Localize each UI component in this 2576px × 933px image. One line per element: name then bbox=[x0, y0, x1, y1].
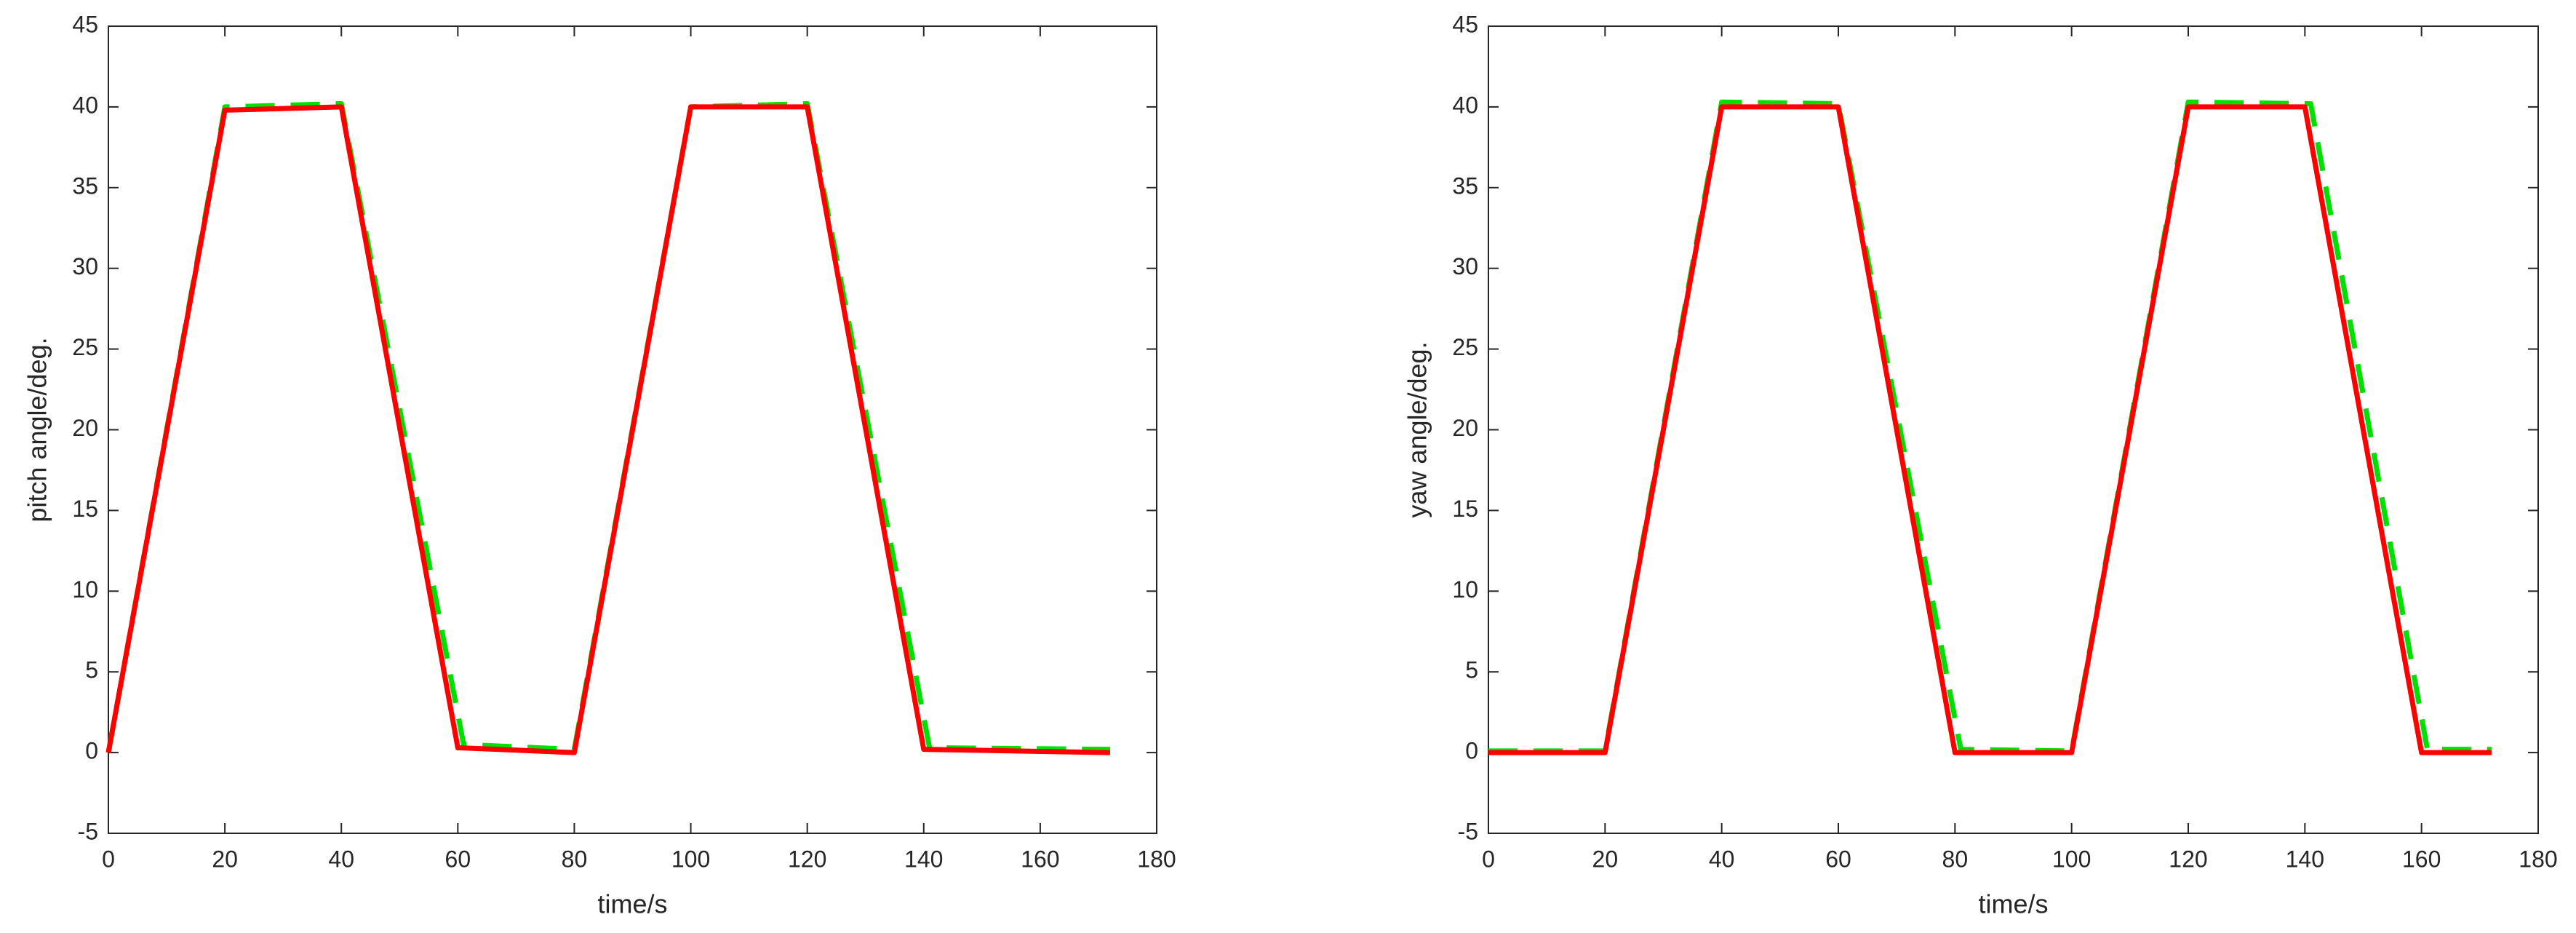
data-line bbox=[1488, 104, 2492, 755]
y-tick-label: 30 bbox=[72, 253, 98, 279]
plot-area bbox=[1488, 25, 2539, 834]
y-axis-label: pitch angle/deg. bbox=[23, 337, 52, 522]
y-tick-label: 5 bbox=[85, 657, 98, 683]
y-tick-label: -5 bbox=[78, 818, 98, 844]
x-tick-label: 140 bbox=[904, 846, 943, 872]
y-tick-label: 15 bbox=[72, 496, 98, 522]
y-tick-label: 45 bbox=[72, 11, 98, 37]
y-tick-label: 40 bbox=[72, 92, 98, 118]
x-tick-label: 140 bbox=[2286, 846, 2324, 872]
x-tick-label: 80 bbox=[1942, 846, 1969, 872]
x-tick-label: 60 bbox=[1825, 846, 1851, 872]
y-axis-label: yaw angle/deg. bbox=[1403, 341, 1432, 517]
y-tick-label: 5 bbox=[1465, 657, 1478, 683]
y-tick-label: 10 bbox=[1452, 576, 1478, 603]
y-tick-label: 30 bbox=[1452, 253, 1478, 279]
y-tick-label: 25 bbox=[72, 334, 98, 360]
x-tick-label: 80 bbox=[562, 846, 588, 872]
y-tick-label: 20 bbox=[72, 415, 98, 441]
y-tick-label: 15 bbox=[1452, 496, 1478, 522]
x-tick-label: 180 bbox=[2519, 846, 2557, 872]
x-tick-label: 20 bbox=[212, 846, 238, 872]
data-line bbox=[105, 104, 1111, 755]
x-tick-label: 120 bbox=[2169, 846, 2207, 872]
x-tick-label: 100 bbox=[2052, 846, 2091, 872]
x-axis-label: time/s bbox=[597, 889, 667, 919]
y-tick-label: 0 bbox=[85, 738, 98, 764]
x-tick-label: 0 bbox=[102, 846, 115, 872]
x-tick-label: 0 bbox=[1482, 846, 1495, 872]
y-tick-label: 45 bbox=[1452, 11, 1478, 37]
x-tick-label: 160 bbox=[2402, 846, 2441, 872]
y-tick-label: 20 bbox=[1452, 415, 1478, 441]
x-tick-label: 120 bbox=[788, 846, 826, 872]
x-tick-label: 180 bbox=[1137, 846, 1176, 872]
x-tick-label: 100 bbox=[671, 846, 710, 872]
y-tick-label: -5 bbox=[1458, 818, 1478, 844]
x-axis-label: time/s bbox=[1978, 889, 2048, 919]
y-tick-label: 35 bbox=[72, 172, 98, 199]
y-tick-label: 35 bbox=[1452, 172, 1478, 199]
x-tick-label: 160 bbox=[1021, 846, 1059, 872]
x-tick-label: 40 bbox=[1709, 846, 1735, 872]
x-tick-label: 40 bbox=[328, 846, 354, 872]
y-tick-label: 25 bbox=[1452, 334, 1478, 360]
y-tick-label: 0 bbox=[1465, 738, 1478, 764]
x-tick-label: 20 bbox=[1592, 846, 1619, 872]
y-tick-label: 40 bbox=[1452, 92, 1478, 118]
y-tick-label: 10 bbox=[72, 576, 98, 603]
x-tick-label: 60 bbox=[445, 846, 471, 872]
